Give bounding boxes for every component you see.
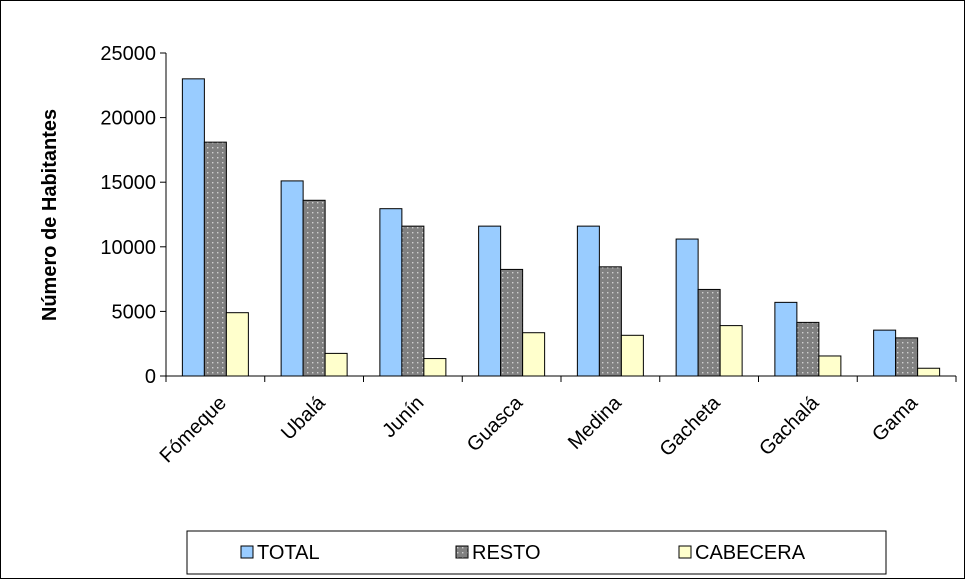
bar-resto — [302, 199, 326, 377]
bar-total — [576, 225, 600, 377]
x-category-label: Guasca — [463, 391, 528, 456]
x-category-label: Gacheta — [656, 391, 726, 461]
y-ticks: 0 5000 10000 15000 20000 25000 — [100, 43, 166, 388]
bar-resto — [598, 266, 622, 377]
x-category-label: Gachalá — [755, 391, 824, 460]
bar-total — [774, 301, 798, 377]
bar-resto — [697, 288, 721, 377]
bars — [181, 78, 941, 377]
bar-cabecera — [423, 358, 447, 377]
x-categories: Fómeque Ubalá Junín Guasca Medina Gacheta Gach… — [156, 391, 923, 467]
bar-total — [280, 180, 304, 377]
bar-cabecera — [719, 325, 743, 377]
legend-swatch-cabecera — [678, 545, 692, 559]
x-category-label: Ubalá — [277, 391, 330, 444]
bar-cabecera — [620, 334, 644, 377]
bar-cabecera — [225, 312, 249, 377]
y-tick-label: 25000 — [100, 43, 156, 65]
x-category-label: Fómeque — [156, 392, 231, 467]
y-tick-label: 10000 — [100, 237, 156, 259]
y-axis-label: Número de Habitantes — [39, 109, 61, 321]
bar-resto — [401, 225, 425, 377]
bar-total — [873, 329, 897, 377]
bar-resto — [203, 141, 227, 377]
y-tick-label: 15000 — [100, 172, 156, 194]
bar-resto — [500, 268, 524, 377]
legend-swatch-total — [240, 545, 254, 559]
bar-cabecera — [522, 332, 546, 377]
bar-resto — [796, 321, 820, 377]
y-tick-label: 0 — [145, 366, 156, 388]
x-category-label: Gama — [868, 391, 923, 446]
x-category-label: Junín — [378, 392, 428, 442]
bar-cabecera — [324, 352, 348, 377]
legend-label-total: TOTAL — [257, 542, 320, 564]
bar-cabecera — [818, 355, 842, 377]
bar-cabecera — [917, 367, 941, 377]
bar-resto — [895, 337, 919, 377]
x-category-label: Medina — [564, 391, 627, 454]
bar-total — [379, 208, 403, 377]
y-tick-label: 20000 — [100, 108, 156, 130]
legend-label-cabecera: CABECERA — [695, 542, 806, 564]
legend: TOTAL RESTO CABECERA — [186, 530, 887, 575]
legend-box — [186, 530, 887, 575]
legend-swatch-resto — [455, 545, 469, 559]
y-tick-label: 5000 — [112, 301, 157, 323]
bar-total — [181, 78, 205, 377]
legend-label-resto: RESTO — [472, 542, 541, 564]
bar-total — [478, 225, 502, 377]
bar-total — [675, 238, 699, 377]
